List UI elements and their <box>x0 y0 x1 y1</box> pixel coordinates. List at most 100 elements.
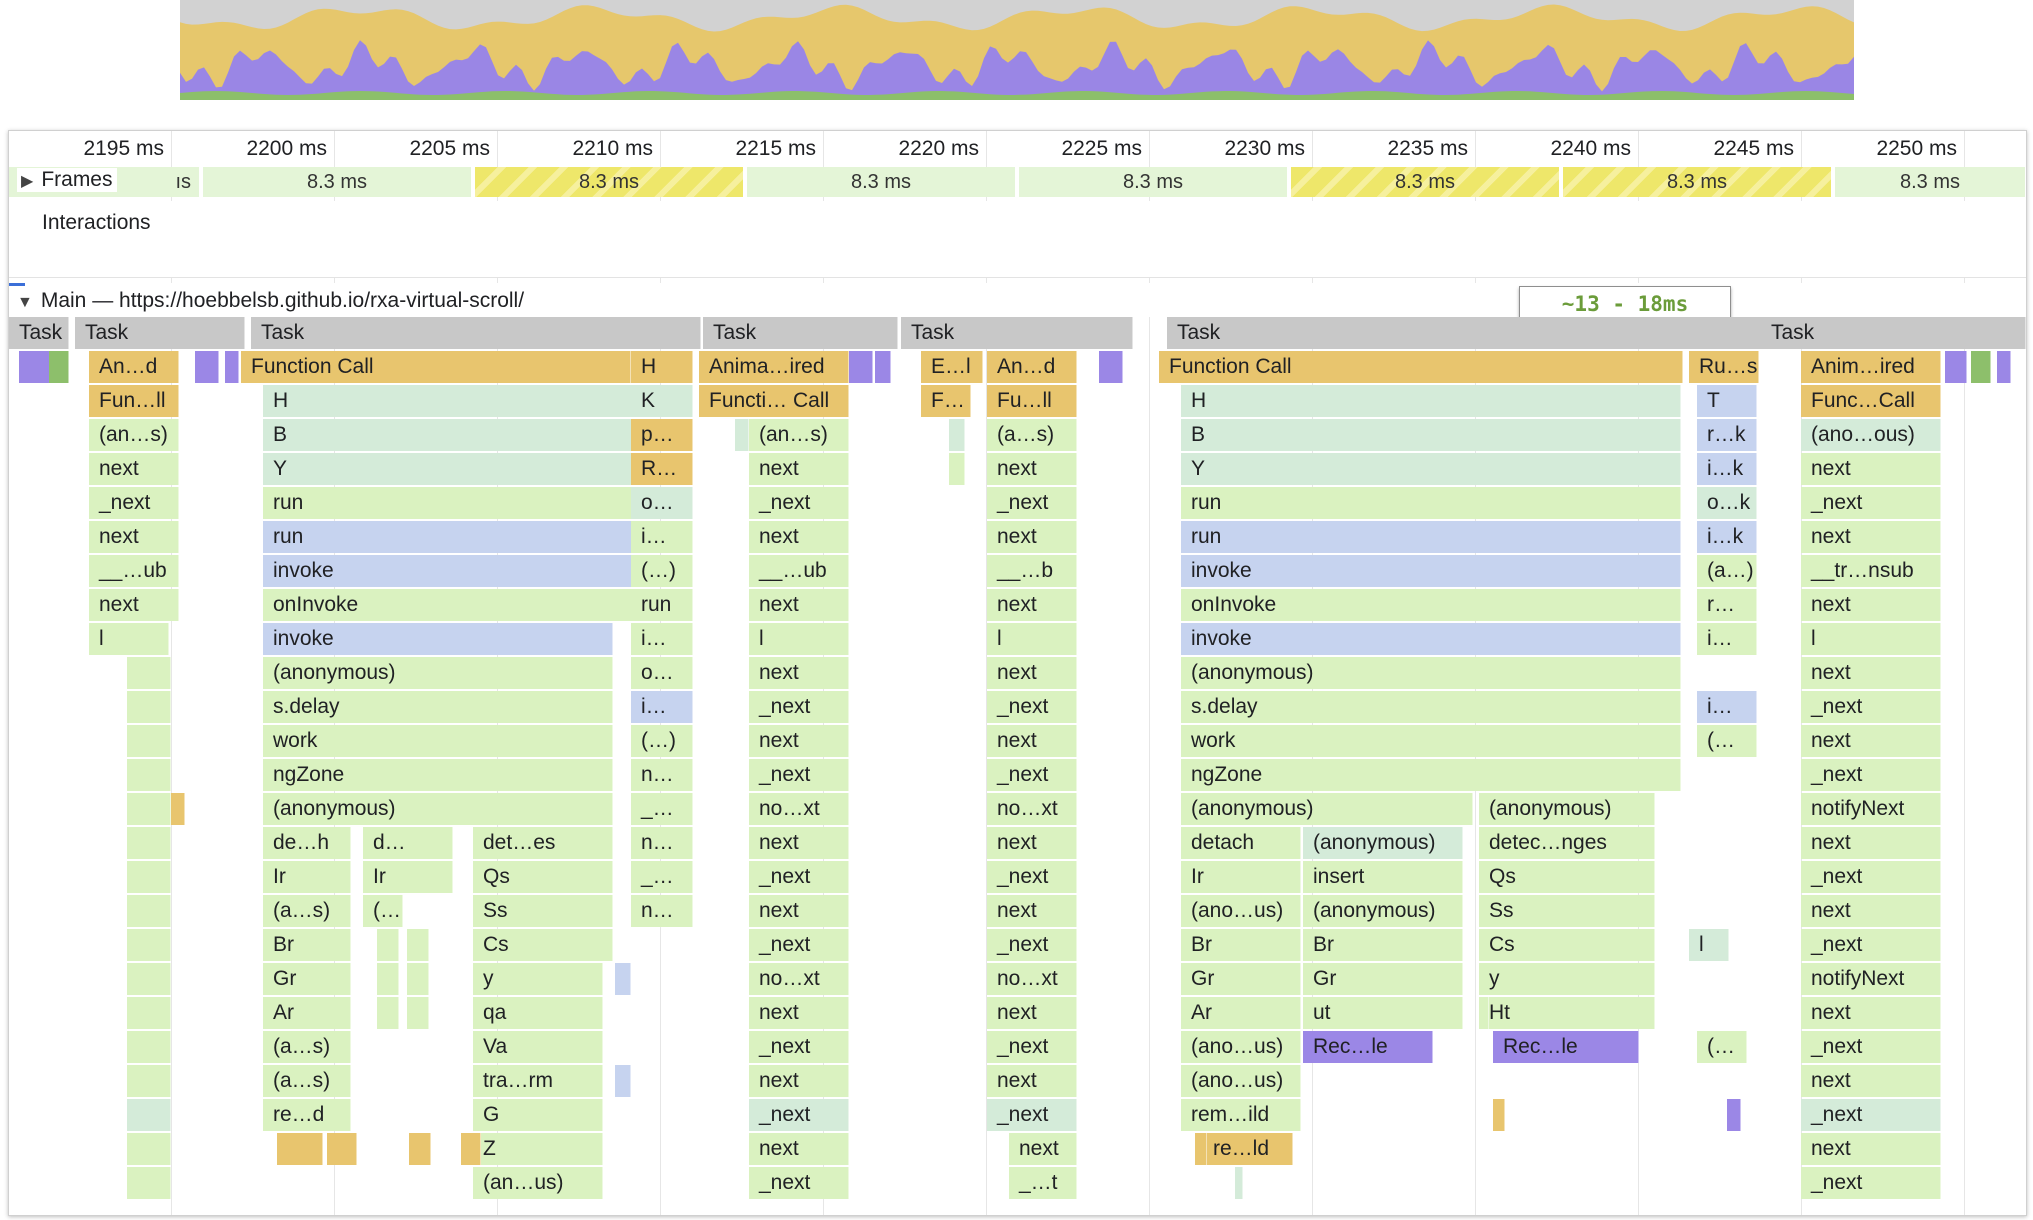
call-frame-bar[interactable]: An…d <box>89 351 179 383</box>
call-frame-bar[interactable]: i…k <box>1697 453 1757 485</box>
call-frame-bar[interactable]: notifyNext <box>1801 963 1941 995</box>
call-frame-bar[interactable]: (a…s) <box>263 1031 351 1063</box>
call-frame-bar[interactable]: next <box>1009 1133 1077 1165</box>
call-frame-bar[interactable]: _next <box>987 1099 1077 1131</box>
call-frame-bar[interactable]: next <box>987 657 1077 689</box>
call-frame-bar[interactable]: _next <box>749 759 849 791</box>
call-frame-bar[interactable]: i… <box>631 623 693 655</box>
call-frame-bar[interactable]: run <box>263 487 633 519</box>
call-frame-bar[interactable]: F… <box>921 385 971 417</box>
call-frame-bar[interactable]: i… <box>631 521 693 553</box>
call-frame-bar[interactable]: H <box>631 351 693 383</box>
call-frame-bar[interactable]: n… <box>631 895 693 927</box>
call-frame-bar[interactable]: Function Call <box>241 351 631 383</box>
call-frame-bar[interactable]: o…k <box>1697 487 1757 519</box>
call-frame-bar[interactable]: ngZone <box>263 759 613 791</box>
call-frame-bar[interactable]: next <box>987 827 1077 859</box>
call-frame-bar[interactable]: l <box>987 623 1077 655</box>
call-frame-bar[interactable]: Fu…ll <box>987 385 1077 417</box>
call-frame-sliver[interactable] <box>949 453 965 485</box>
call-frame-bar[interactable]: i… <box>631 691 693 723</box>
call-frame-bar[interactable]: detec…nges <box>1479 827 1655 859</box>
call-frame-bar[interactable]: onInvoke <box>263 589 633 621</box>
call-frame-bar[interactable]: work <box>1181 725 1681 757</box>
call-frame-bar[interactable]: run <box>1181 521 1681 553</box>
call-frame-sliver[interactable] <box>461 1133 481 1165</box>
call-frame-sliver[interactable] <box>377 929 399 961</box>
call-frame-sliver[interactable] <box>1479 997 1489 1029</box>
call-frame-bar[interactable]: _next <box>749 929 849 961</box>
call-frame-bar[interactable]: (an…us) <box>473 1167 603 1199</box>
call-frame-bar[interactable]: (… <box>1697 1031 1747 1063</box>
call-frame-bar[interactable]: Fun…ll <box>89 385 179 417</box>
frame-block[interactable]: 8.3 ms <box>747 167 1015 197</box>
call-frame-sliver[interactable] <box>1945 351 1967 383</box>
call-frame-bar[interactable]: insert <box>1303 861 1463 893</box>
call-frame-bar[interactable]: next <box>1801 453 1941 485</box>
call-frame-bar[interactable]: (ano…us) <box>1181 1065 1301 1097</box>
task-bar[interactable]: Task <box>251 317 701 349</box>
call-frame-bar[interactable]: l <box>749 623 849 655</box>
call-frame-sliver[interactable] <box>127 1031 171 1063</box>
call-frame-bar[interactable]: Ht <box>1479 997 1655 1029</box>
call-frame-bar[interactable]: r…k <box>1697 419 1757 451</box>
call-frame-sliver[interactable] <box>377 963 399 995</box>
interactions-track[interactable]: Interactions <box>9 201 2026 278</box>
call-frame-bar[interactable]: K <box>631 385 693 417</box>
call-frame-bar[interactable]: _next <box>749 691 849 723</box>
time-ruler[interactable]: 2195 ms 2200 ms 2205 ms 2210 ms 2215 ms … <box>9 131 2026 165</box>
call-frame-bar[interactable]: Anima…ired <box>699 351 849 383</box>
call-frame-sliver[interactable] <box>127 725 171 757</box>
call-frame-bar[interactable]: (a…s) <box>263 1065 351 1097</box>
call-frame-sliver[interactable] <box>277 1133 323 1165</box>
call-frame-bar[interactable]: next <box>89 589 179 621</box>
call-frame-bar[interactable]: _next <box>987 759 1077 791</box>
call-frame-sliver[interactable] <box>127 929 171 961</box>
call-frame-bar[interactable]: Qs <box>1479 861 1655 893</box>
call-frame-bar[interactable]: next <box>89 521 179 553</box>
call-frame-bar[interactable]: _next <box>987 691 1077 723</box>
call-frame-bar[interactable]: (a…s) <box>263 895 351 927</box>
call-frame-bar[interactable]: next <box>1801 725 1941 757</box>
task-bar[interactable]: Task <box>75 317 245 349</box>
call-frame-bar[interactable]: _next <box>1801 691 1941 723</box>
call-frame-bar[interactable]: i…k <box>1697 521 1757 553</box>
call-frame-sliver[interactable] <box>949 419 965 451</box>
task-bar[interactable]: Task <box>703 317 898 349</box>
call-frame-sliver[interactable] <box>127 657 171 689</box>
call-frame-bar[interactable]: _next <box>987 861 1077 893</box>
call-frame-bar[interactable]: Gr <box>1303 963 1463 995</box>
call-frame-bar[interactable]: B <box>1181 419 1681 451</box>
call-frame-bar[interactable]: Function Call <box>1159 351 1683 383</box>
call-frame-bar[interactable]: next <box>1801 589 1941 621</box>
call-frame-bar[interactable]: invoke <box>263 623 613 655</box>
call-frame-sliver[interactable] <box>225 351 239 383</box>
call-frame-bar[interactable]: de…h <box>263 827 351 859</box>
call-frame-sliver[interactable] <box>1997 351 2011 383</box>
call-frame-bar[interactable]: (ano…ous) <box>1801 419 1941 451</box>
frames-track[interactable]: ıs 8.3 ms 8.3 ms 8.3 ms 8.3 ms 8.3 ms 8.… <box>9 165 2026 199</box>
frame-block[interactable]: 8.3 ms <box>1835 167 2025 197</box>
call-frame-bar[interactable]: Ss <box>473 895 613 927</box>
call-frame-bar[interactable]: d… <box>363 827 453 859</box>
call-frame-bar[interactable]: no…xt <box>987 793 1077 825</box>
call-frame-bar[interactable]: (…) <box>631 555 693 587</box>
call-frame-bar[interactable]: _next <box>1801 861 1941 893</box>
call-frame-bar[interactable]: s.delay <box>1181 691 1681 723</box>
call-frame-bar[interactable]: l <box>1801 623 1941 655</box>
call-frame-bar[interactable]: Func…Call <box>1801 385 1941 417</box>
call-frame-bar[interactable]: y <box>1479 963 1655 995</box>
call-frame-bar[interactable]: Gr <box>1181 963 1301 995</box>
call-frame-sliver[interactable] <box>1195 1133 1207 1165</box>
call-frame-bar[interactable]: Anim…ired <box>1801 351 1941 383</box>
call-frame-bar[interactable]: next <box>987 521 1077 553</box>
frame-block-partial[interactable]: 8.3 ms <box>1291 167 1559 197</box>
call-frame-bar[interactable]: (… <box>1697 725 1757 757</box>
call-frame-bar[interactable]: l <box>1689 929 1729 961</box>
call-frame-sliver[interactable] <box>1971 351 1991 383</box>
call-frame-bar[interactable]: Qs <box>473 861 613 893</box>
call-frame-bar[interactable]: (an…s) <box>749 419 849 451</box>
call-frame-sliver[interactable] <box>407 929 429 961</box>
call-frame-bar[interactable]: Y <box>1181 453 1681 485</box>
call-frame-bar[interactable]: (a…) <box>1697 555 1757 587</box>
